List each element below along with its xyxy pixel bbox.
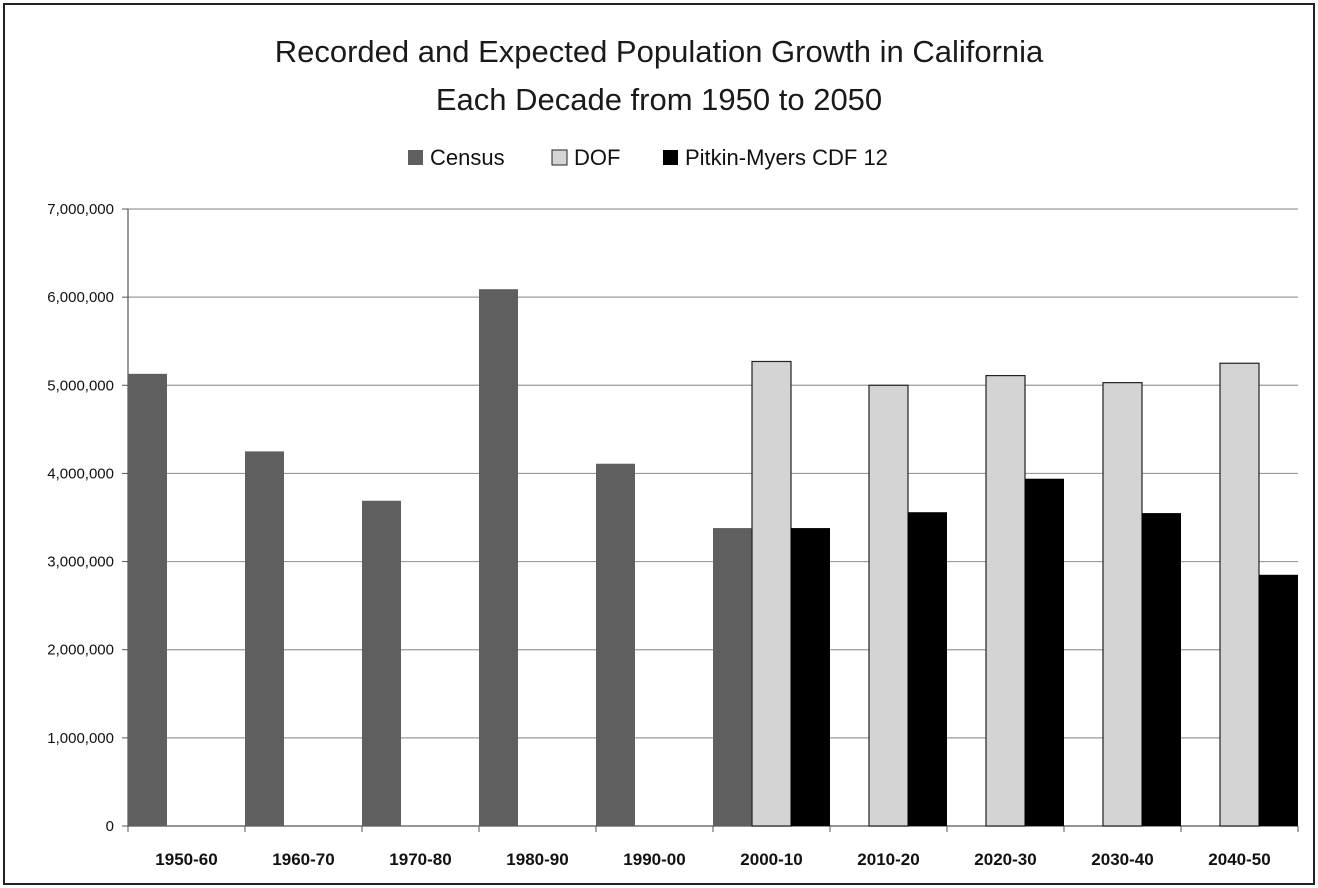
x-tick-label: 2010-20 [857,850,919,869]
x-tick-label: 1950-60 [155,850,217,869]
y-tick-label: 6,000,000 [47,289,114,306]
bar-dof-2010-20 [868,384,909,827]
bar-census-1960-70 [245,451,284,826]
legend-label-1: DOF [574,145,620,170]
y-tick-label: 4,000,000 [47,465,114,482]
bar-pitkin-myers-cdf-12-2020-30 [1025,478,1064,826]
bar-dof-2030-40 [1102,382,1143,827]
x-tick-label: 1980-90 [506,850,568,869]
bar-dof-2040-50 [1219,362,1260,827]
x-tick-label: 2000-10 [740,850,802,869]
bar-census-1990-00 [596,463,635,826]
y-tick-label: 7,000,000 [47,201,114,218]
y-tick-label: 5,000,000 [47,377,114,394]
legend-swatch-2 [663,150,678,165]
legend-label-0: Census [430,145,505,170]
bar-dof-2000-10 [751,360,792,827]
bar-dof-2020-30 [985,374,1026,827]
legend-label-2: Pitkin-Myers CDF 12 [685,145,888,170]
legend-swatch-0 [408,150,423,165]
bar-pitkin-myers-cdf-12-2030-40 [1142,513,1181,826]
legend-swatch-1 [551,149,568,166]
bar-census-1980-90 [479,289,518,827]
x-tick-label: 1970-80 [389,850,451,869]
y-tick-label: 1,000,000 [47,730,114,747]
chart-subtitle: Each Decade from 1950 to 2050 [435,82,883,117]
bar-pitkin-myers-cdf-12-2040-50 [1259,574,1298,826]
x-tick-label: 2030-40 [1091,850,1153,869]
bar-pitkin-myers-cdf-12-2000-10 [791,528,830,826]
bar-census-1970-80 [362,500,401,826]
x-tick-label: 1960-70 [272,850,334,869]
x-tick-label: 2040-50 [1208,850,1270,869]
bar-census-1950-60 [128,373,167,826]
x-tick-label: 1990-00 [623,850,685,869]
bar-census-2000-10 [713,528,752,826]
y-tick-label: 2,000,000 [47,642,114,659]
chart-title: Recorded and Expected Population Growth … [274,34,1044,69]
x-tick-label: 2020-30 [974,850,1036,869]
y-tick-label: 0 [106,818,114,835]
bar-pitkin-myers-cdf-12-2010-20 [908,512,947,826]
y-tick-label: 3,000,000 [47,554,114,571]
